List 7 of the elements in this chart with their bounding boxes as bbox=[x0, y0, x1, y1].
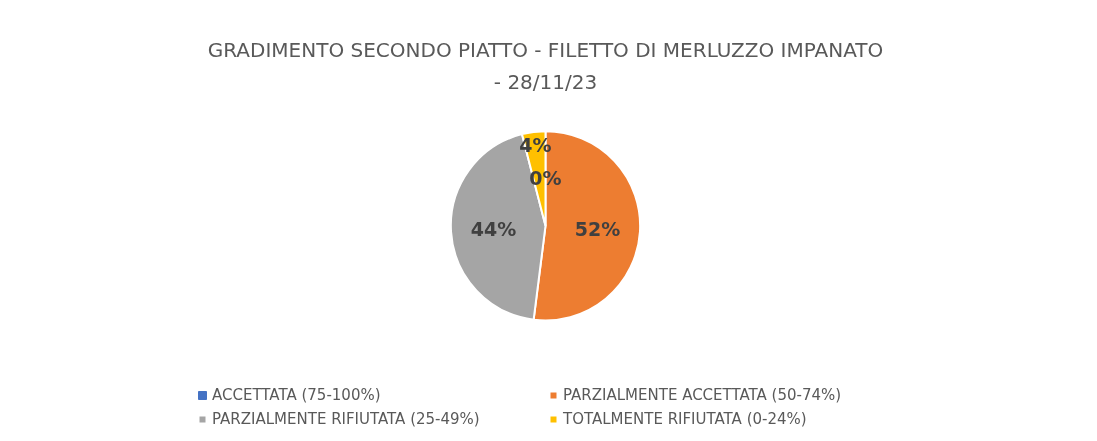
legend-label: PARZIALMENTE ACCETTATA (50-74%) bbox=[563, 386, 843, 404]
data-label: 52% bbox=[574, 218, 621, 241]
legend-label: ACCETTATA (75-100%) bbox=[212, 386, 382, 404]
legend-label: PARZIALMENTE RIFIUTATA (25-49%) bbox=[212, 410, 481, 428]
data-label: 44% bbox=[470, 218, 517, 241]
chart-title: GRADIMENTO SECONDO PIATTO - FILETTO DI MERLUZZO IMPANATO - 28/11/23 bbox=[207, 37, 884, 95]
legend-label: TOTALMENTE RIFIUTATA (0-24%) bbox=[563, 410, 808, 428]
